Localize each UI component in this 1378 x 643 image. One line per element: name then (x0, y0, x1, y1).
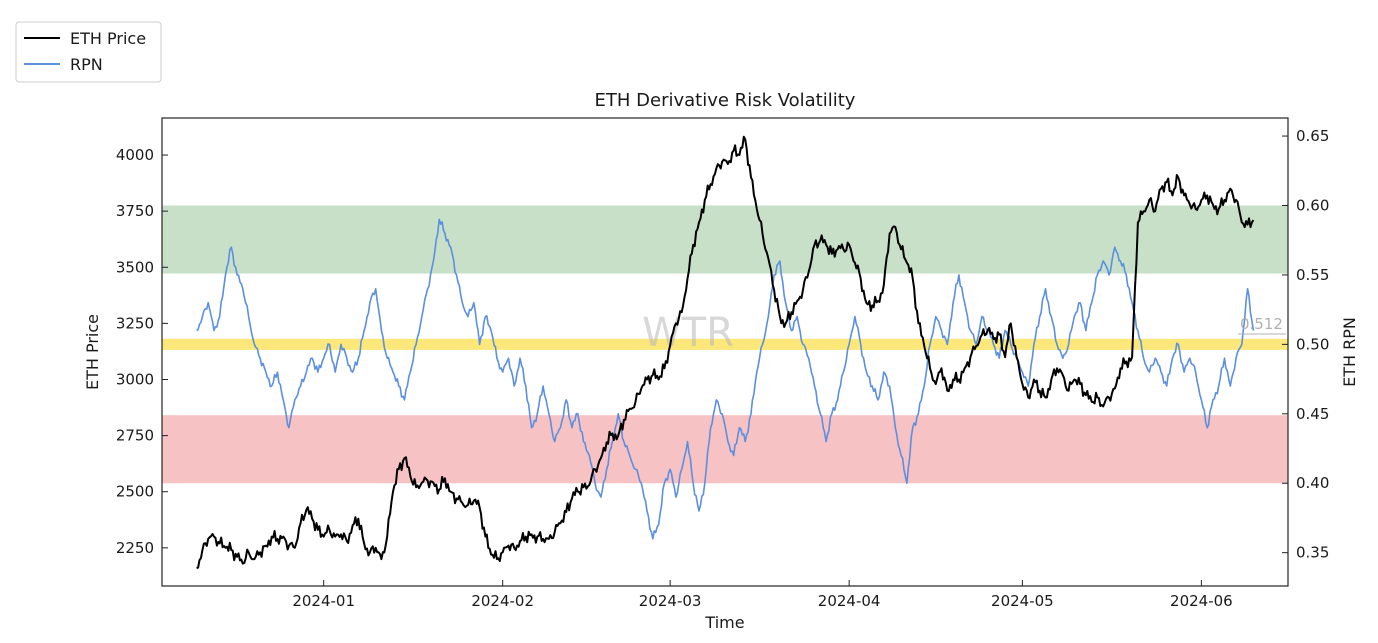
rpn-line (196, 218, 1255, 540)
y-left-tick-label: 3750 (116, 202, 154, 220)
x-axis-label: Time (704, 613, 744, 632)
y-left-tick-label: 3250 (116, 314, 154, 332)
x-tick-label: 2024-05 (991, 592, 1054, 610)
neutral-band-yellow (162, 338, 1288, 350)
y-right-tick-label: 0.40 (1296, 474, 1329, 492)
axes-layer: 2024-01 2024-02 2024-03 2024-04 2024-05 2024-… (116, 127, 1330, 610)
y-axis-label-left: ETH Price (83, 314, 102, 390)
legend: ETH Price RPN (15, 21, 162, 83)
series-layer (196, 135, 1255, 569)
eth-price-line (196, 135, 1255, 569)
legend-label-rpn: RPN (70, 55, 103, 74)
high-risk-band-green (162, 205, 1288, 274)
x-tick-label: 2024-02 (471, 592, 534, 610)
y-left-tick-label: 2500 (116, 483, 154, 501)
y-right-tick-label: 0.35 (1296, 544, 1329, 562)
watermark: WTR (642, 310, 734, 356)
y-right-tick-label: 0.45 (1296, 405, 1329, 423)
y-axis-label-right: ETH RPN (1340, 317, 1359, 387)
x-tick-label: 2024-01 (292, 592, 355, 610)
legend-label-eth-price: ETH Price (70, 29, 146, 48)
y-right-tick-label: 0.55 (1296, 266, 1329, 284)
x-tick-label: 2024-06 (1170, 592, 1233, 610)
annotation-layer: 0.512 (1238, 315, 1286, 335)
y-right-tick-label: 0.65 (1296, 127, 1329, 145)
plot-frame (161, 117, 1289, 587)
y-left-tick-label: 2250 (116, 539, 154, 557)
y-right-tick-label: 0.50 (1296, 335, 1329, 353)
current-rpn-annotation: 0.512 (1240, 315, 1283, 333)
y-left-tick-label: 4000 (116, 146, 154, 164)
y-left-tick-label: 2750 (116, 427, 154, 445)
x-tick-label: 2024-03 (639, 592, 702, 610)
x-tick-label: 2024-04 (818, 592, 881, 610)
chart-title: ETH Derivative Risk Volatility (595, 90, 856, 111)
y-left-tick-label: 3000 (116, 370, 154, 388)
y-right-tick-label: 0.60 (1296, 196, 1329, 214)
y-left-tick-label: 3500 (116, 258, 154, 276)
